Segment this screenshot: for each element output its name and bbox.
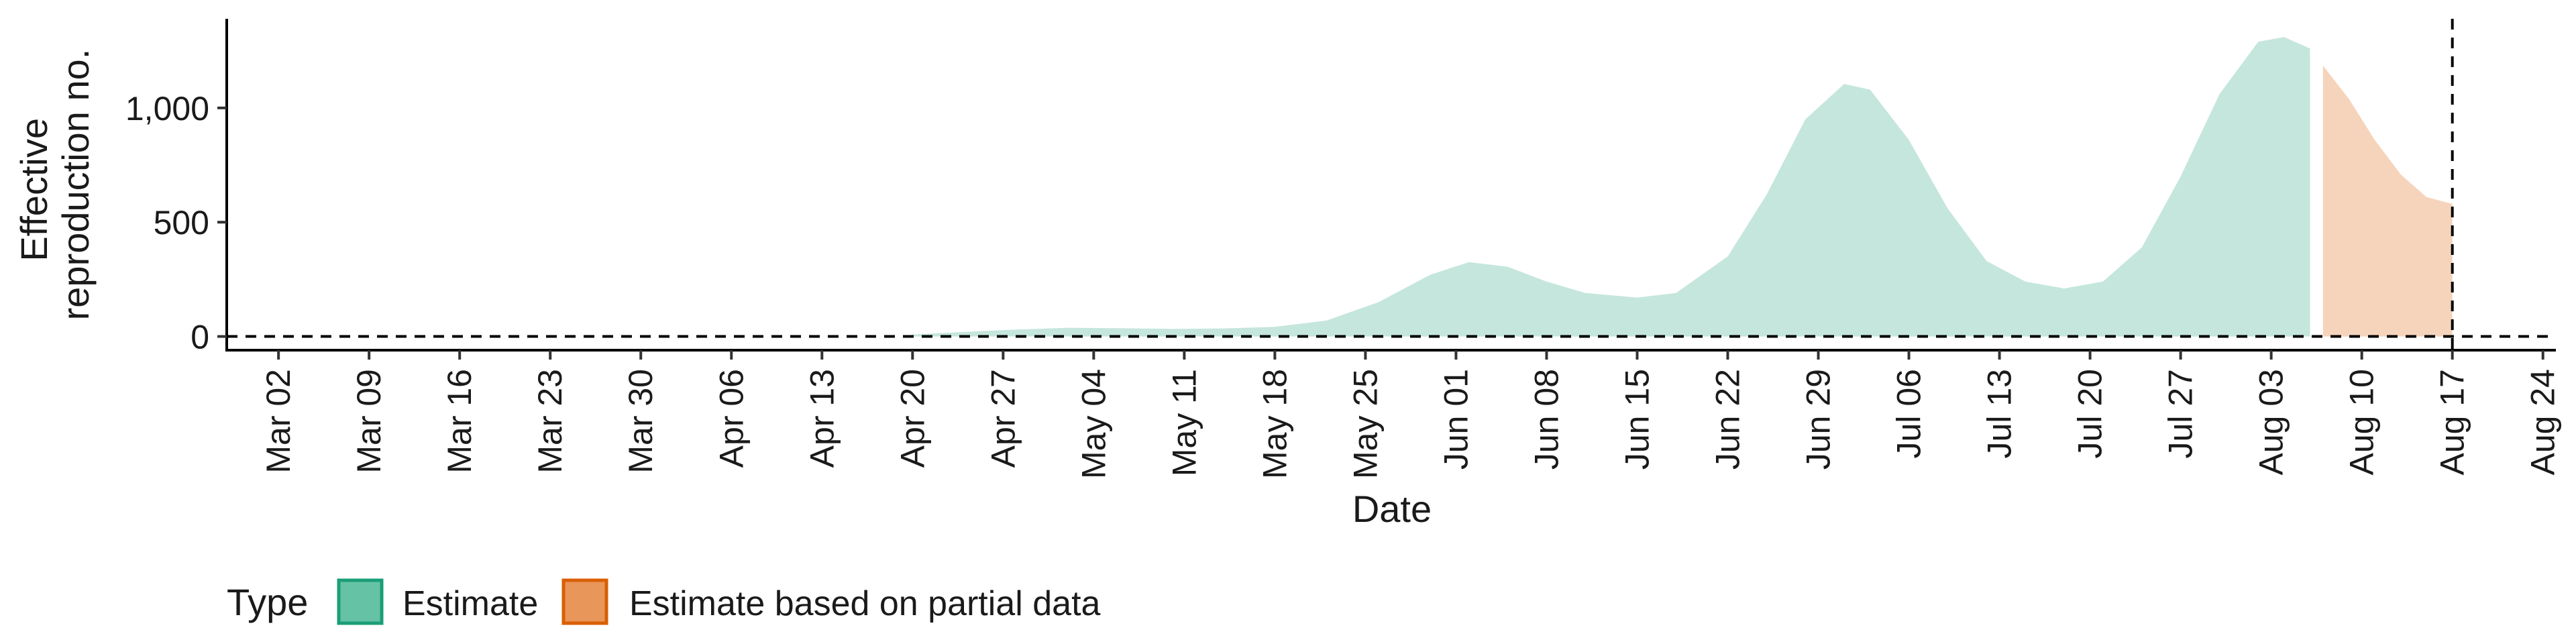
x-tick-label: Jul 27 bbox=[2162, 369, 2200, 458]
x-tick-label: May 25 bbox=[1346, 369, 1384, 479]
legend-key-partial bbox=[561, 578, 608, 625]
y-axis-title-line-1: Effective bbox=[13, 118, 55, 262]
x-tick-label: Aug 17 bbox=[2434, 369, 2471, 475]
x-axis-title: Date bbox=[1352, 488, 1432, 530]
legend-label-partial: Estimate based on partial data bbox=[629, 584, 1101, 623]
x-tick-label: Apr 13 bbox=[803, 369, 841, 468]
y-axis-title-line-2: reproduction no. bbox=[54, 49, 97, 321]
x-tick-label: Mar 09 bbox=[350, 369, 388, 474]
x-tick-label: Mar 23 bbox=[531, 369, 569, 474]
x-tick-label: May 18 bbox=[1256, 369, 1293, 479]
x-tick-label: Jun 22 bbox=[1709, 369, 1747, 470]
x-tick-label: Aug 10 bbox=[2343, 369, 2381, 475]
legend-key-estimate bbox=[337, 578, 384, 625]
x-tick-label: Jun 29 bbox=[1800, 369, 1837, 470]
area-series-partial bbox=[2322, 65, 2453, 337]
x-tick-label: Jun 08 bbox=[1528, 369, 1566, 470]
legend-title: Type bbox=[227, 581, 308, 623]
y-tick-label: 1,000 bbox=[125, 90, 209, 127]
x-tick-label: Mar 30 bbox=[622, 369, 659, 474]
x-tick-label: Jul 20 bbox=[2072, 369, 2109, 458]
x-tick-label: Mar 02 bbox=[260, 369, 297, 474]
y-ticks: 0 500 1,000 bbox=[125, 90, 227, 356]
y-tick-label: 500 bbox=[154, 204, 209, 241]
x-tick-label: Aug 24 bbox=[2524, 369, 2562, 475]
x-tick-label: Jul 06 bbox=[1890, 369, 1928, 458]
x-tick-label: Apr 06 bbox=[712, 369, 750, 468]
legend: Type Estimate Estimate based on partial … bbox=[227, 578, 1101, 625]
axes bbox=[225, 19, 2556, 352]
plot-areas bbox=[912, 37, 2453, 337]
y-axis-title: Effective reproduction no. bbox=[13, 49, 97, 321]
x-tick-label: Jun 01 bbox=[1437, 369, 1474, 470]
x-tick-label: Mar 16 bbox=[441, 369, 478, 474]
legend-label-estimate: Estimate bbox=[402, 584, 538, 623]
x-tick-label: May 11 bbox=[1165, 369, 1203, 476]
y-tick-label: 0 bbox=[191, 319, 209, 356]
x-tick-label: May 04 bbox=[1075, 369, 1112, 479]
x-tick-label: Jul 13 bbox=[1981, 369, 2019, 458]
reference-lines bbox=[227, 19, 2556, 350]
x-tick-label: Apr 20 bbox=[894, 369, 931, 468]
x-tick-label: Jun 15 bbox=[1619, 369, 1656, 470]
x-tick-label: Aug 03 bbox=[2253, 369, 2290, 475]
x-tick-label: Apr 27 bbox=[984, 369, 1022, 468]
area-series-estimate bbox=[912, 37, 2310, 337]
x-ticks: Mar 02 Mar 09 Mar 16 Mar 23 Mar 30 Apr 06 Apr … bbox=[260, 350, 2562, 479]
